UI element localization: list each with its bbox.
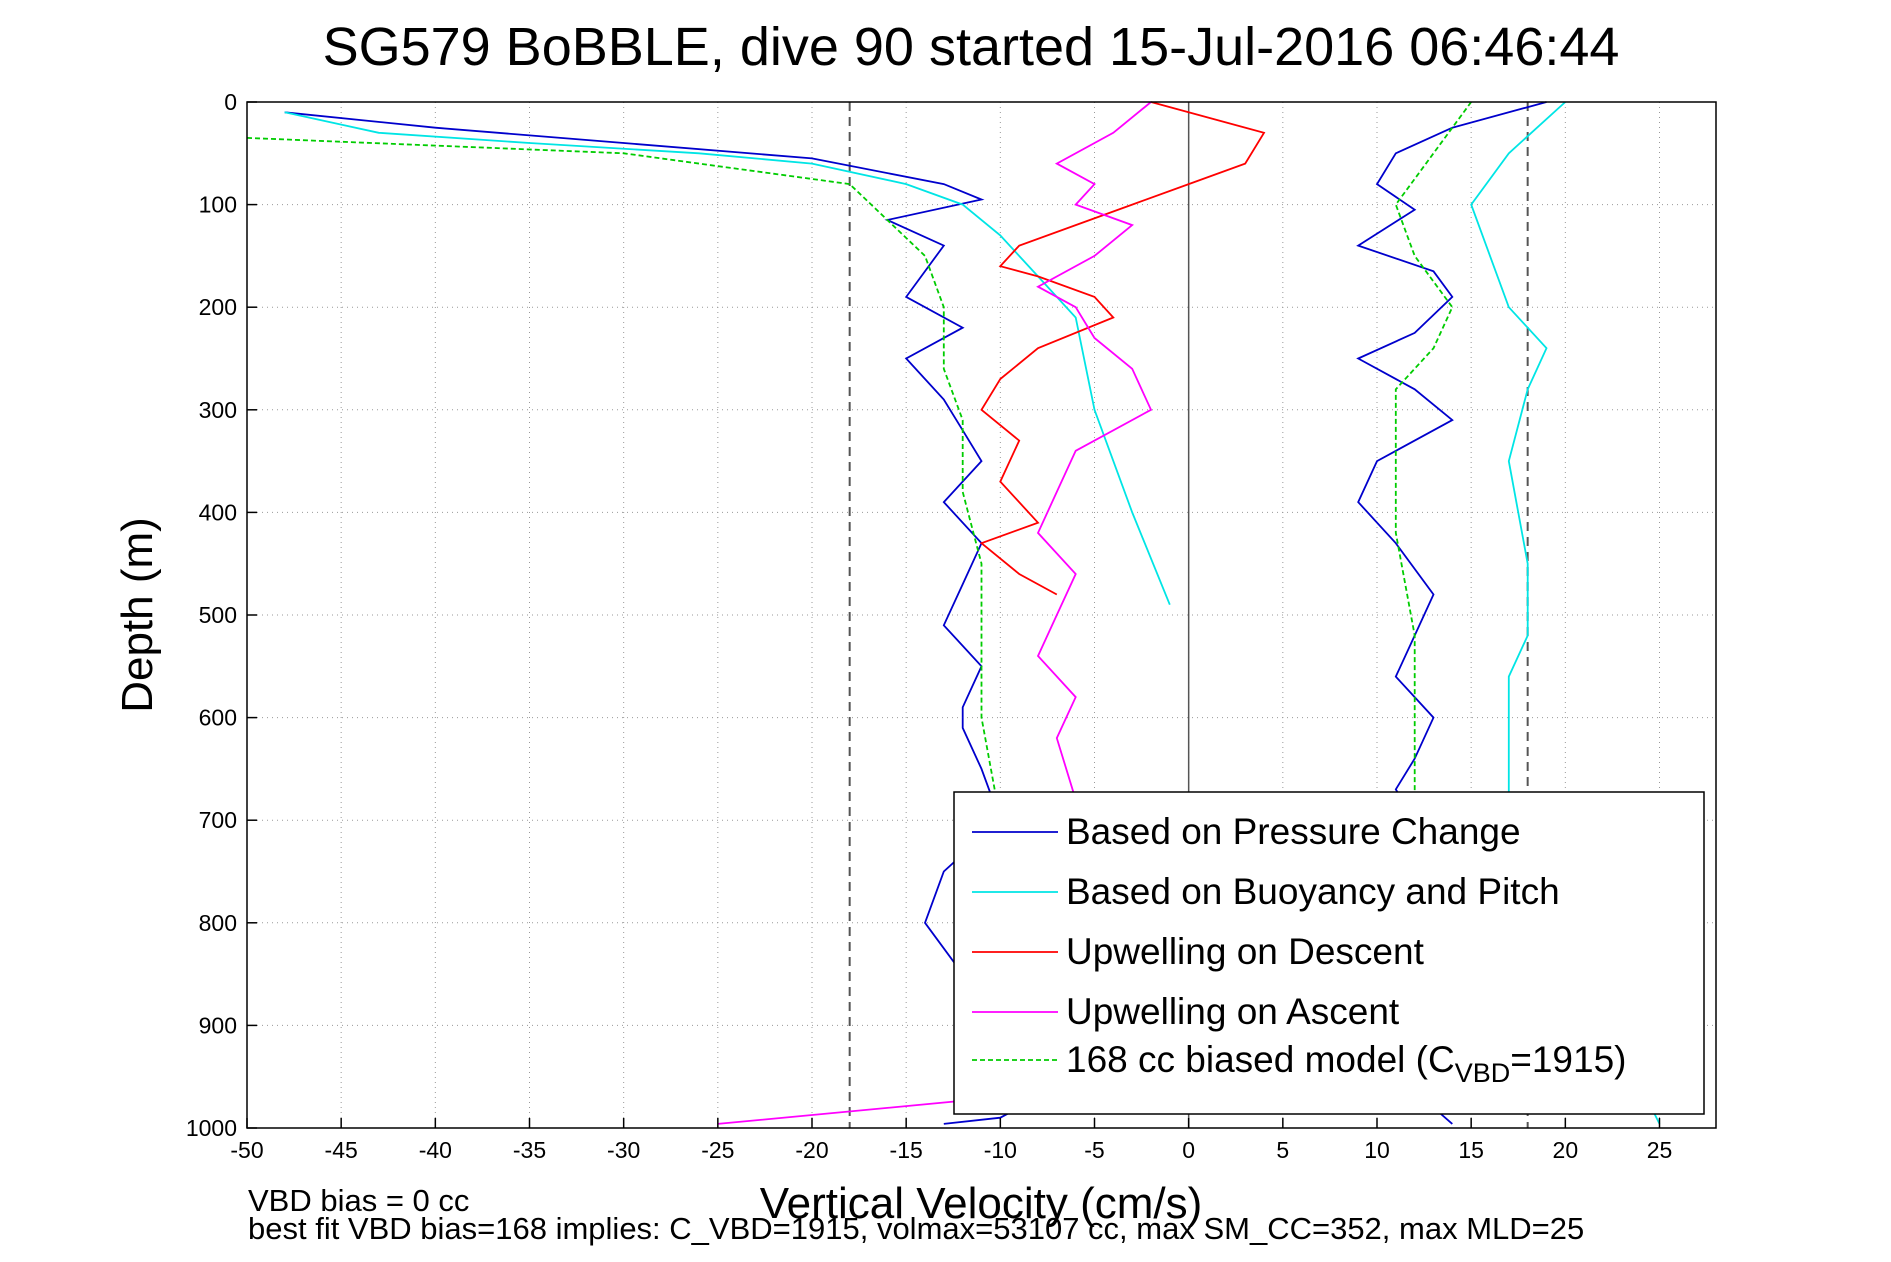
- y-tick-label: 100: [199, 192, 237, 218]
- legend-label: Upwelling on Ascent: [1066, 991, 1400, 1032]
- x-tick-label: -40: [419, 1137, 452, 1163]
- series-line-2: [284, 111, 1171, 606]
- y-tick-label: 1000: [186, 1115, 237, 1141]
- y-tick-label: 800: [199, 910, 237, 936]
- legend-label: 168 cc biased model (CVBD=1915): [1066, 1039, 1626, 1088]
- series-line-7: [1394, 101, 1472, 821]
- x-tick-label: 25: [1647, 1137, 1673, 1163]
- series-line-4: [979, 101, 1266, 596]
- y-tick-label: 400: [199, 499, 237, 525]
- x-tick-label: -30: [607, 1137, 640, 1163]
- legend-label: Based on Buoyancy and Pitch: [1066, 871, 1560, 912]
- x-tick-label: -45: [325, 1137, 358, 1163]
- legend: Based on Pressure Change Based on Buoyanc…: [953, 791, 1705, 1115]
- y-tick-label: 700: [199, 807, 237, 833]
- legend-label: Based on Pressure Change: [1066, 811, 1521, 852]
- x-tick-label: 5: [1276, 1137, 1289, 1163]
- y-axis-label: Depth (m): [113, 517, 162, 713]
- x-axis-ticks: -50 -45 -40 -35 -30 -25 -20 -15 -10 -5 0 5 10 15 20 25: [230, 1118, 1672, 1163]
- chart-title: SG579 BoBBLE, dive 90 started 15-Jul-201…: [323, 17, 1620, 77]
- series-line-3: [1470, 101, 1661, 1125]
- x-tick-label: -25: [701, 1137, 734, 1163]
- footer-best-fit: best fit VBD bias=168 implies: C_VBD=191…: [248, 1211, 1585, 1246]
- x-tick-label: -10: [984, 1137, 1017, 1163]
- x-tick-label: -15: [890, 1137, 923, 1163]
- x-tick-label: 0: [1182, 1137, 1195, 1163]
- y-tick-label: 300: [199, 397, 237, 423]
- y-tick-label: 500: [199, 602, 237, 628]
- legend-label: Upwelling on Descent: [1066, 931, 1425, 972]
- y-axis-ticks: 0 100 200 300 400 500 600 700 800 900 1000: [186, 89, 257, 1141]
- x-axis-label: Vertical Velocity (cm/s): [760, 1179, 1203, 1228]
- x-tick-label: 15: [1458, 1137, 1484, 1163]
- y-tick-label: 0: [224, 89, 237, 115]
- y-tick-label: 200: [199, 294, 237, 320]
- footer-vbd-bias: VBD bias = 0 cc: [248, 1183, 470, 1218]
- legend-box: [953, 791, 1705, 1115]
- x-tick-label: 10: [1364, 1137, 1390, 1163]
- x-tick-label: -50: [230, 1137, 263, 1163]
- x-tick-label: -5: [1084, 1137, 1104, 1163]
- x-tick-label: -20: [795, 1137, 828, 1163]
- series-line-6: [246, 137, 1002, 821]
- y-tick-label: 600: [199, 705, 237, 731]
- x-tick-label: -35: [513, 1137, 546, 1163]
- x-tick-label: 20: [1553, 1137, 1579, 1163]
- y-tick-label: 900: [199, 1012, 237, 1038]
